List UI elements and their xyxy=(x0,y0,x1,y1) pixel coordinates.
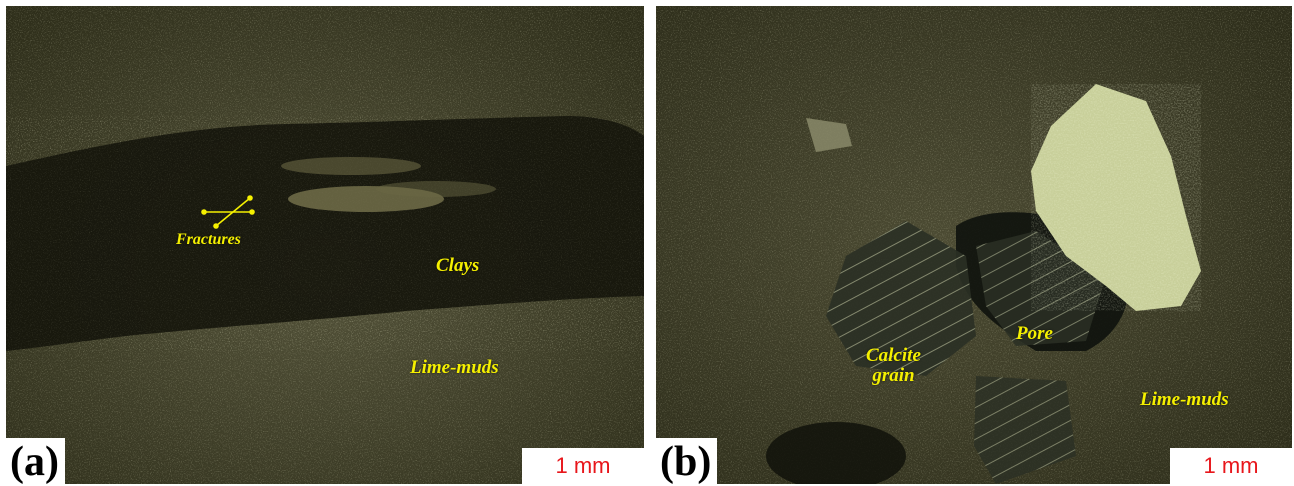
label-lime-muds-a: Lime-muds xyxy=(410,357,499,378)
micrograph-panel-b: Calcite grain Pore Lime-muds (b) 1 mm xyxy=(656,6,1292,484)
scale-bar-b: 1 mm xyxy=(1170,448,1292,484)
label-clays: Clays xyxy=(436,255,480,276)
label-lime-muds-b: Lime-muds xyxy=(1140,389,1229,410)
micrograph-panel-a: Fractures Clays Lime-muds (a) 1 mm xyxy=(6,6,644,484)
label-pore: Pore xyxy=(1016,323,1053,344)
micrograph-image-a xyxy=(6,6,644,484)
scale-bar-a: 1 mm xyxy=(522,448,644,484)
label-fractures: Fractures xyxy=(176,231,241,248)
panel-letter-a: (a) xyxy=(6,438,65,484)
micrograph-image-b xyxy=(656,6,1292,484)
scale-bar-label-a: 1 mm xyxy=(555,453,611,478)
fracture-arrows-icon xyxy=(201,195,255,229)
panel-letter-b: (b) xyxy=(656,438,718,484)
label-calcite-grain: Calcite grain xyxy=(866,345,921,386)
scale-bar-label-b: 1 mm xyxy=(1203,453,1259,478)
